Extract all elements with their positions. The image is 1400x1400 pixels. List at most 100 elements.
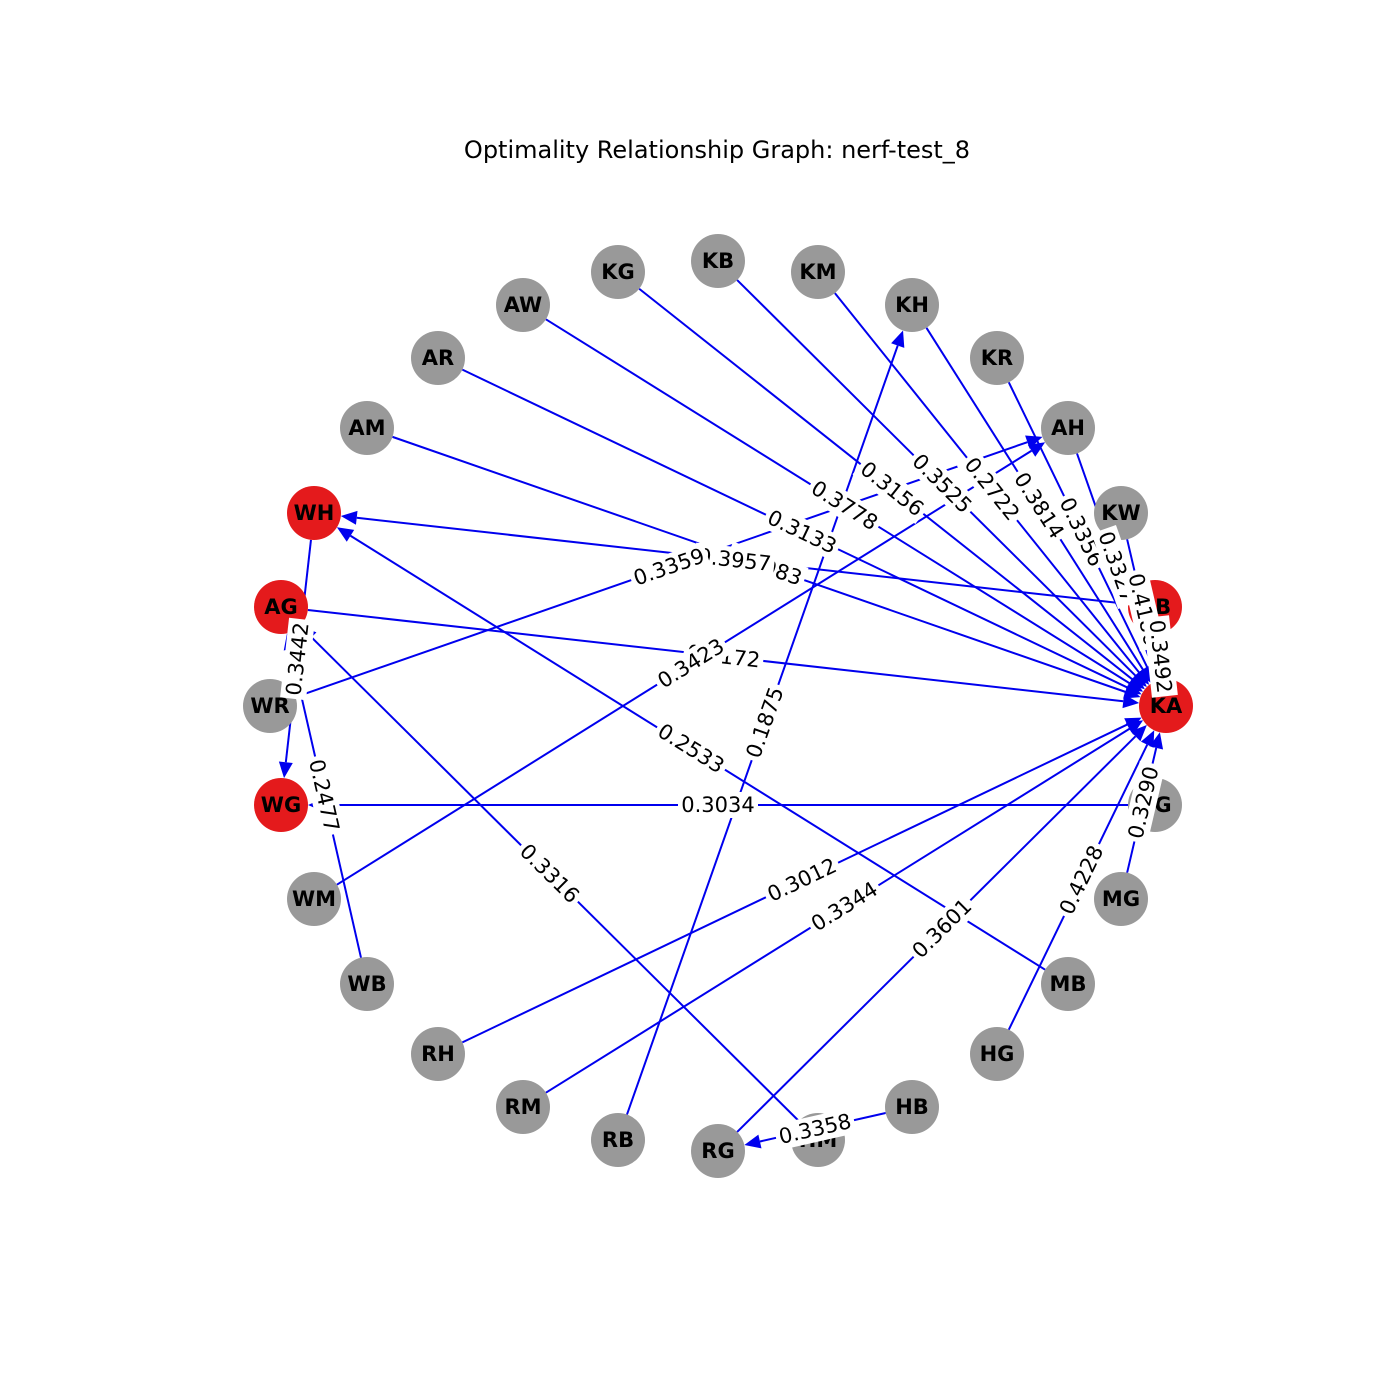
- node-KH[interactable]: KH: [885, 278, 939, 332]
- node-circle: [970, 1027, 1024, 1081]
- node-label: WR: [250, 694, 289, 718]
- edge-label-bg: [904, 446, 980, 521]
- node-label: KG: [601, 260, 635, 284]
- edge-label-text: 0.3316: [515, 839, 584, 908]
- edge-label-bg: [803, 473, 886, 538]
- arrowhead-WH-WG: [278, 761, 293, 779]
- nodes-layer: KGKBKMAWKHARKRAMAHWHKWAGABWRKAWGBGWMMGWB…: [243, 234, 1193, 1178]
- node-circle: [885, 278, 939, 332]
- node-label: RB: [602, 1128, 634, 1152]
- node-AH[interactable]: AH: [1041, 401, 1095, 455]
- node-circle: [885, 1080, 939, 1134]
- edge-label-bg: [302, 753, 346, 838]
- arrowhead-RG-KA: [1130, 725, 1147, 742]
- edge-label-text: 0.3492: [1145, 619, 1177, 695]
- node-HB[interactable]: HB: [885, 1080, 939, 1134]
- node-RB[interactable]: RB: [591, 1113, 645, 1167]
- edge-label-HB-RG: 0.3358: [773, 1107, 857, 1151]
- arrowhead-HB-RG: [744, 1134, 762, 1149]
- node-circle: [411, 1027, 465, 1081]
- edge-label-text: 0.1875: [741, 684, 788, 761]
- edge-label-bg: [773, 1107, 857, 1151]
- node-label: WH: [294, 501, 335, 525]
- edge-label-HM-AG: 0.3316: [511, 836, 588, 911]
- node-WH[interactable]: WH: [287, 486, 341, 540]
- edge-label-bg: [511, 836, 588, 911]
- node-label: KM: [799, 260, 836, 284]
- edge-label-bg: [1143, 615, 1178, 698]
- node-WM[interactable]: WM: [287, 872, 341, 926]
- node-label: KR: [981, 346, 1013, 370]
- node-MG[interactable]: MG: [1094, 872, 1148, 926]
- edge-label-bg: [280, 617, 315, 701]
- node-circle: [791, 245, 845, 299]
- edge-label-text: 0.3012: [764, 853, 841, 906]
- node-label: KB: [702, 249, 734, 273]
- node-WG[interactable]: WG: [254, 778, 308, 832]
- arrowhead-AM-KA: [1123, 685, 1141, 699]
- node-label: RH: [421, 1042, 455, 1066]
- edge-label-bg: [1052, 490, 1111, 574]
- arrowhead-AB-WH: [340, 510, 358, 525]
- node-label: AW: [504, 293, 542, 317]
- edges-layer: [278, 279, 1169, 1149]
- arrowhead-HG-KA: [1140, 730, 1155, 748]
- node-circle: [591, 245, 645, 299]
- edge-label-text: 0.2533: [653, 719, 728, 778]
- arrowhead-MG-KA: [1149, 732, 1164, 750]
- edge-label-bg: [650, 716, 732, 781]
- edge-label-bg: [1006, 464, 1072, 547]
- graph-title: Optimality Relationship Graph: nerf-test…: [463, 136, 971, 164]
- edge-label-bg: [803, 874, 886, 939]
- node-circle: [496, 1080, 550, 1134]
- node-label: AM: [348, 416, 385, 440]
- node-label: AH: [1051, 416, 1085, 440]
- edge-label-bg: [693, 542, 776, 578]
- edge-label-MB-WH: 0.2533: [650, 716, 732, 781]
- node-label: KA: [1150, 694, 1183, 718]
- edge-label-bg: [678, 792, 758, 818]
- node-circle: [287, 872, 341, 926]
- node-label: RM: [504, 1095, 541, 1119]
- edge-label-bg: [760, 503, 844, 561]
- edge-label-BG-WG: 0.3034: [678, 792, 758, 818]
- edge-label-bg: [739, 680, 791, 765]
- node-label: WM: [292, 887, 336, 911]
- node-circle: [340, 957, 394, 1011]
- arrowhead-MB-WH: [336, 527, 355, 542]
- node-HG[interactable]: HG: [970, 1027, 1024, 1081]
- edge-label-text: 0.3034: [681, 793, 754, 817]
- edge-label-AB-KA: 0.3492: [1143, 615, 1178, 698]
- node-label: AG: [264, 595, 298, 619]
- edge-label-WB-AG: 0.2477: [302, 753, 346, 838]
- node-label: MB: [1050, 972, 1087, 996]
- node-circle: [691, 234, 745, 288]
- node-AW[interactable]: AW: [496, 278, 550, 332]
- arrowhead-WM-AH: [1027, 442, 1046, 457]
- node-label: HB: [895, 1095, 929, 1119]
- node-label: KH: [895, 293, 929, 317]
- edge-label-bg: [650, 631, 732, 696]
- node-KR[interactable]: KR: [970, 331, 1024, 385]
- node-circle: [1094, 872, 1148, 926]
- node-KG[interactable]: KG: [591, 245, 645, 299]
- node-circle: [496, 278, 550, 332]
- node-KM[interactable]: KM: [791, 245, 845, 299]
- node-MB[interactable]: MB: [1041, 957, 1095, 1011]
- node-label: AR: [422, 346, 454, 370]
- node-RM[interactable]: RM: [496, 1080, 550, 1134]
- arrowhead-RB-KH: [891, 330, 905, 348]
- node-AM[interactable]: AM: [340, 401, 394, 455]
- node-KB[interactable]: KB: [691, 234, 745, 288]
- edge-label-bg: [1052, 838, 1111, 922]
- node-label: WG: [261, 793, 301, 817]
- node-RH[interactable]: RH: [411, 1027, 465, 1081]
- node-RG[interactable]: RG: [691, 1124, 745, 1178]
- edge-label-bg: [626, 541, 712, 593]
- node-label: WB: [347, 972, 386, 996]
- node-circle: [691, 1124, 745, 1178]
- node-KW[interactable]: KW: [1094, 486, 1148, 540]
- node-AR[interactable]: AR: [411, 331, 465, 385]
- node-WB[interactable]: WB: [340, 957, 394, 1011]
